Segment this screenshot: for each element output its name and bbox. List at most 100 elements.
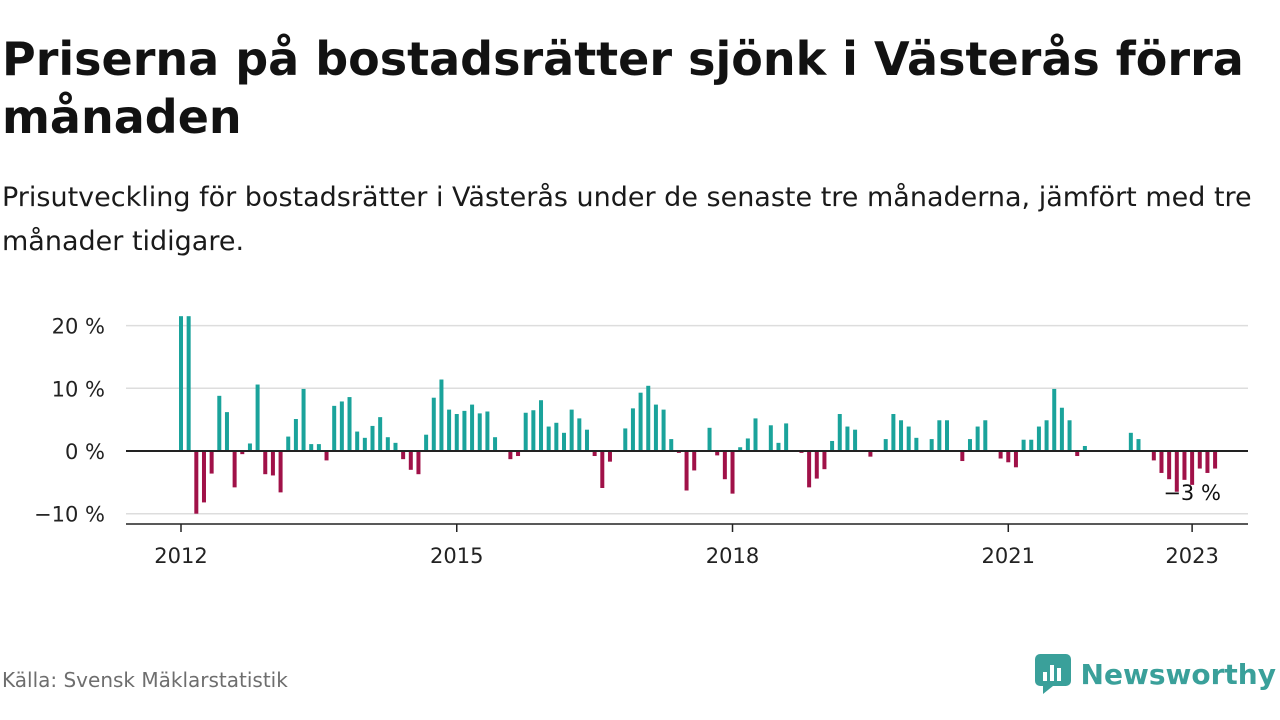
bar <box>845 426 850 451</box>
bar <box>286 436 291 451</box>
bar <box>1036 426 1041 451</box>
bar <box>707 427 712 451</box>
bar <box>745 438 750 451</box>
bar <box>638 392 643 451</box>
last-value-annotation: −3 % <box>1163 481 1221 505</box>
x-tick-label: 2018 <box>706 544 759 568</box>
bar <box>906 426 911 451</box>
axes <box>126 450 1248 532</box>
bar <box>730 451 735 494</box>
bar <box>1151 451 1156 461</box>
bar <box>569 409 574 451</box>
bar <box>554 422 559 451</box>
bar <box>807 451 812 488</box>
bar <box>1205 451 1210 473</box>
bar <box>378 417 383 451</box>
bar <box>477 413 482 451</box>
bar <box>462 410 467 451</box>
bar <box>316 444 321 451</box>
bar <box>914 437 919 451</box>
bar <box>523 412 528 451</box>
bar <box>1159 451 1164 473</box>
bar <box>883 439 888 451</box>
bar <box>814 451 819 479</box>
bar <box>1082 445 1087 451</box>
bar <box>738 447 743 451</box>
bar <box>1052 388 1057 451</box>
bar <box>646 385 651 451</box>
bar <box>232 451 237 488</box>
bar <box>454 414 459 451</box>
bar <box>830 440 835 451</box>
gridlines <box>126 324 1248 515</box>
bar <box>998 451 1003 459</box>
bar <box>945 420 949 451</box>
bar <box>1174 451 1179 492</box>
bar <box>1213 451 1218 469</box>
bar <box>684 451 689 491</box>
bar <box>1029 439 1034 451</box>
bar <box>201 451 206 503</box>
y-tick-label: 10 % <box>52 377 105 401</box>
bar <box>470 404 475 451</box>
bar <box>1167 451 1172 480</box>
bar <box>1190 451 1195 485</box>
bar <box>983 420 988 451</box>
bar <box>784 423 789 451</box>
bar <box>715 451 720 456</box>
bar <box>837 414 842 451</box>
bar <box>1044 420 1049 451</box>
bar <box>1182 451 1187 480</box>
bar <box>539 400 544 451</box>
bar <box>630 408 635 451</box>
bar <box>485 411 490 451</box>
brand-name: Newsworthy <box>1080 657 1276 691</box>
bar <box>1013 451 1018 468</box>
bar <box>339 401 344 451</box>
bar <box>393 442 398 451</box>
bar <box>975 426 980 451</box>
bar <box>186 316 191 451</box>
bar <box>278 451 283 493</box>
bar <box>1059 407 1064 451</box>
bar <box>531 410 536 451</box>
bar <box>600 451 605 488</box>
bar <box>309 444 314 451</box>
bar <box>661 409 666 451</box>
bar <box>1075 451 1080 457</box>
bar <box>255 384 260 451</box>
bar <box>1136 439 1141 451</box>
bar <box>431 397 436 451</box>
bars <box>179 316 1218 514</box>
bar-chart: 20 % 10 % 0 % −10 % 2012 2015 2018 2021 2023 −3 … <box>34 315 1248 568</box>
bar <box>722 451 727 480</box>
bar <box>224 412 229 451</box>
bar <box>362 437 367 451</box>
chart-title: Priserna på bostadsrätter sjönk i Väster… <box>2 32 1244 144</box>
bar <box>607 451 612 462</box>
bar <box>401 451 406 460</box>
bar <box>370 425 375 451</box>
tick-labels: 20 % 10 % 0 % −10 % 2012 2015 2018 2021 2023 <box>34 315 1219 568</box>
chart-subtitle: Prisutveckling för bostadsrätter i Väste… <box>2 182 1252 257</box>
bar <box>332 405 337 451</box>
bar <box>776 442 781 451</box>
bar <box>355 431 360 451</box>
bar <box>1006 451 1011 463</box>
bar <box>493 437 498 451</box>
bar <box>447 409 452 451</box>
bar <box>546 426 551 451</box>
source-note: Källa: Svensk Mäklarstatistik <box>2 668 288 692</box>
bar <box>899 420 904 451</box>
x-tick-label: 2012 <box>154 544 207 568</box>
bar <box>960 451 965 462</box>
x-tick-label: 2021 <box>982 544 1035 568</box>
bar <box>653 404 658 451</box>
bar <box>692 451 697 471</box>
bar <box>929 439 934 451</box>
bar <box>347 397 352 451</box>
bar <box>217 395 222 451</box>
bar <box>508 451 513 460</box>
bar <box>439 379 444 451</box>
bar <box>1021 439 1026 451</box>
